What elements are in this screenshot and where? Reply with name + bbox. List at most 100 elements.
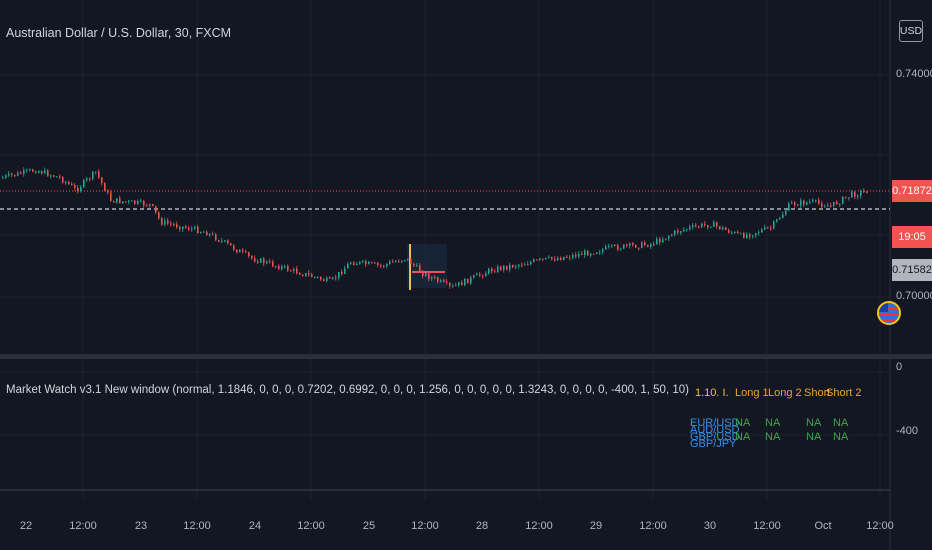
time-label: Oct: [814, 520, 832, 532]
candle: [335, 277, 337, 279]
candle: [641, 242, 643, 249]
candle: [146, 205, 148, 207]
indicator-label[interactable]: Market Watch v3.1 New window (normal, 1.…: [6, 384, 689, 396]
candle: [740, 233, 742, 235]
candle: [734, 232, 736, 234]
candle: [524, 264, 526, 266]
candle: [716, 222, 718, 227]
candle: [275, 266, 277, 268]
candle: [497, 266, 499, 273]
candle: [446, 281, 448, 283]
candle: [422, 272, 424, 276]
candle: [83, 179, 85, 187]
candle: [41, 171, 43, 174]
candle: [242, 249, 244, 252]
candle: [614, 244, 616, 246]
currency-button[interactable]: USD: [899, 20, 923, 42]
symbol-title[interactable]: Australian Dollar / U.S. Dollar, 30, FXC…: [6, 26, 232, 40]
table-header-short2: Short 2: [826, 387, 862, 399]
time-label: 12:00: [69, 520, 97, 532]
candle: [704, 223, 706, 226]
table-header-long1: Long 1: [735, 387, 769, 399]
candle: [386, 263, 388, 267]
table-cell: NA: [833, 431, 849, 443]
candle: [98, 171, 100, 178]
candle: [365, 260, 367, 265]
candle: [848, 197, 850, 199]
candle: [758, 232, 760, 234]
candle: [545, 257, 547, 260]
candle: [602, 249, 604, 253]
candle: [302, 274, 304, 276]
candle: [773, 221, 775, 229]
candle: [473, 275, 475, 278]
candle: [809, 201, 811, 203]
candle: [65, 181, 67, 183]
candle: [845, 196, 847, 198]
time-label: 25: [362, 520, 376, 532]
candle: [476, 273, 478, 276]
candle: [401, 260, 403, 262]
candle: [299, 273, 301, 275]
candle: [284, 265, 286, 267]
candle: [128, 200, 130, 202]
candle: [455, 285, 457, 287]
candle: [143, 200, 145, 206]
candle: [125, 201, 127, 203]
table-header-short1: Short: [804, 387, 831, 399]
candle: [452, 285, 454, 287]
candle: [443, 280, 445, 282]
candle: [185, 226, 187, 228]
candle: [737, 232, 739, 234]
candle: [500, 266, 502, 270]
candle: [77, 187, 79, 192]
candle: [836, 201, 838, 205]
candle: [290, 270, 292, 272]
candle: [755, 233, 757, 236]
candle: [161, 218, 163, 225]
candle: [467, 278, 469, 284]
candle: [119, 198, 121, 204]
candle: [470, 277, 472, 284]
candle: [749, 234, 751, 237]
candle: [797, 205, 799, 207]
candle: [374, 262, 376, 264]
candle: [557, 257, 559, 261]
candle: [350, 262, 352, 264]
candle: [287, 265, 289, 271]
candle: [728, 229, 730, 233]
candle: [638, 247, 640, 249]
table-symbol: GBP/JPY: [690, 438, 737, 450]
candle: [584, 250, 586, 256]
candle: [224, 240, 226, 242]
candle: [164, 220, 166, 225]
candle: [560, 257, 562, 260]
time-label: 12:00: [525, 520, 553, 532]
candle: [791, 202, 793, 204]
table-version: 1.10. I.: [695, 387, 729, 399]
candle: [239, 249, 241, 253]
candle: [725, 227, 727, 230]
candle: [107, 191, 109, 193]
candle: [323, 279, 325, 281]
flag-icon[interactable]: [877, 301, 901, 325]
candle: [89, 178, 91, 180]
candle: [695, 225, 697, 227]
candle: [794, 202, 796, 206]
indicator-scale-tick: 0: [896, 361, 903, 373]
candle: [803, 200, 805, 205]
candle: [101, 177, 103, 184]
candle: [449, 282, 451, 286]
candle: [320, 276, 322, 280]
candle: [527, 264, 529, 266]
candle: [491, 268, 493, 272]
candle: [383, 265, 385, 267]
candle: [32, 169, 34, 172]
candle: [407, 258, 409, 260]
candle: [866, 191, 868, 194]
candle: [671, 234, 673, 237]
candle: [824, 206, 826, 208]
table-cell: NA: [833, 417, 849, 429]
candle: [317, 276, 319, 278]
